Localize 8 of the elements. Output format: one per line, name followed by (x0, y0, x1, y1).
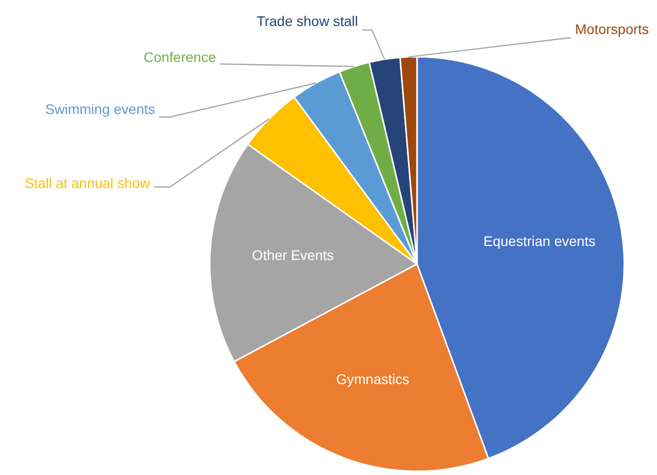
slice-label: Stall at annual show (24, 174, 151, 191)
slice-label: Trade show stall (256, 12, 358, 29)
slice-label: Other Events (252, 247, 334, 264)
slice-label: Conference (144, 48, 216, 65)
slice-label: Gymnastics (336, 371, 410, 388)
slice-label: Equestrian events (483, 233, 596, 250)
slice-label: Motorsports (575, 20, 649, 37)
slice-label: Swimming events (45, 100, 155, 117)
